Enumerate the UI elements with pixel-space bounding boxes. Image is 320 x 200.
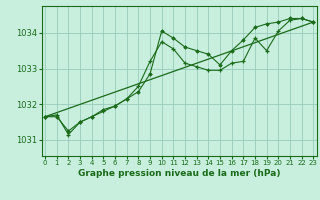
X-axis label: Graphe pression niveau de la mer (hPa): Graphe pression niveau de la mer (hPa) bbox=[78, 169, 280, 178]
